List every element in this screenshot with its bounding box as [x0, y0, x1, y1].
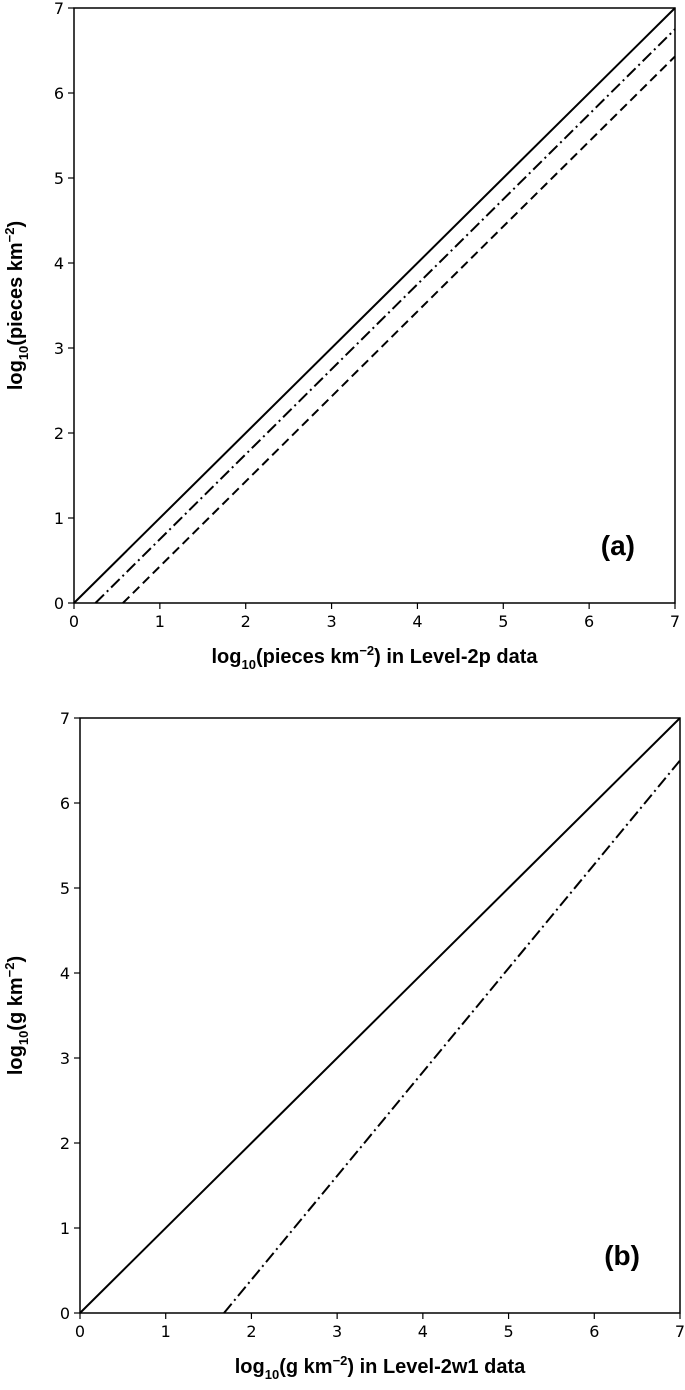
- x-ticks: 0 1 2 3 4 5 6 7: [75, 1313, 685, 1341]
- y-axis-label: log10(g km−2): [2, 956, 31, 1075]
- y-axis-label: log10(pieces km−2): [2, 221, 31, 390]
- panel-label: (b): [604, 1240, 640, 1271]
- x-tick-label: 3: [332, 1322, 342, 1341]
- x-axis-label: log10(g km−2) in Level-2w1 data: [235, 1353, 526, 1382]
- x-tick-label: 1: [161, 1322, 171, 1341]
- x-tick-label: 4: [412, 612, 422, 631]
- x-tick-label: 0: [69, 612, 79, 631]
- y-tick-label: 3: [60, 1049, 70, 1068]
- x-tick-label: 3: [326, 612, 336, 631]
- x-tick-label: 6: [589, 1322, 599, 1341]
- panel-a: 0 1 2 3 4 5 6 7 0 1 2 3 4 5 6 7 log10(pieces km−2) in …: [2, 0, 680, 672]
- y-tick-label: 7: [54, 0, 64, 18]
- y-tick-label: 6: [54, 84, 64, 103]
- x-ticks: 0 1 2 3 4 5 6 7: [69, 603, 680, 631]
- y-tick-label: 4: [60, 964, 70, 983]
- x-tick-label: 2: [241, 612, 251, 631]
- y-ticks: 0 1 2 3 4 5 6 7: [60, 709, 80, 1323]
- series-layer: [79, 717, 681, 1314]
- y-ticks: 0 1 2 3 4 5 6 7: [54, 0, 74, 613]
- y-tick-label: 5: [60, 879, 70, 898]
- x-axis-label: log10(pieces km−2) in Level-2p data: [211, 643, 538, 672]
- y-tick-label: 4: [54, 254, 64, 273]
- panel-label: (a): [601, 530, 635, 561]
- series-line-solid-0: [79, 717, 681, 1314]
- y-tick-label: 1: [60, 1219, 70, 1238]
- series-line-dashdot-1: [223, 759, 681, 1314]
- x-tick-label: 1: [155, 612, 165, 631]
- plot-area-frame: [73, 7, 676, 604]
- series-layer: [73, 7, 676, 604]
- plot-area-frame: [79, 717, 681, 1314]
- y-tick-label: 1: [54, 509, 64, 528]
- series-line-dashdot-1: [94, 28, 676, 604]
- x-tick-label: 5: [498, 612, 508, 631]
- x-tick-label: 7: [670, 612, 680, 631]
- panel-b: 0 1 2 3 4 5 6 7 0 1 2 3 4 5 6 7 log10(g km−2) in Level…: [2, 709, 685, 1382]
- y-tick-label: 6: [60, 794, 70, 813]
- x-tick-label: 4: [418, 1322, 428, 1341]
- y-tick-label: 3: [54, 339, 64, 358]
- y-tick-label: 5: [54, 169, 64, 188]
- series-line-dashed-2: [122, 55, 676, 604]
- series-line-solid-0: [73, 7, 676, 604]
- y-tick-label: 0: [54, 594, 64, 613]
- y-tick-label: 0: [60, 1304, 70, 1323]
- x-tick-label: 6: [584, 612, 594, 631]
- x-tick-label: 2: [246, 1322, 256, 1341]
- x-tick-label: 7: [675, 1322, 685, 1341]
- x-tick-label: 5: [503, 1322, 513, 1341]
- y-tick-label: 2: [54, 424, 64, 443]
- x-tick-label: 0: [75, 1322, 85, 1341]
- y-tick-label: 7: [60, 709, 70, 728]
- y-tick-label: 2: [60, 1134, 70, 1153]
